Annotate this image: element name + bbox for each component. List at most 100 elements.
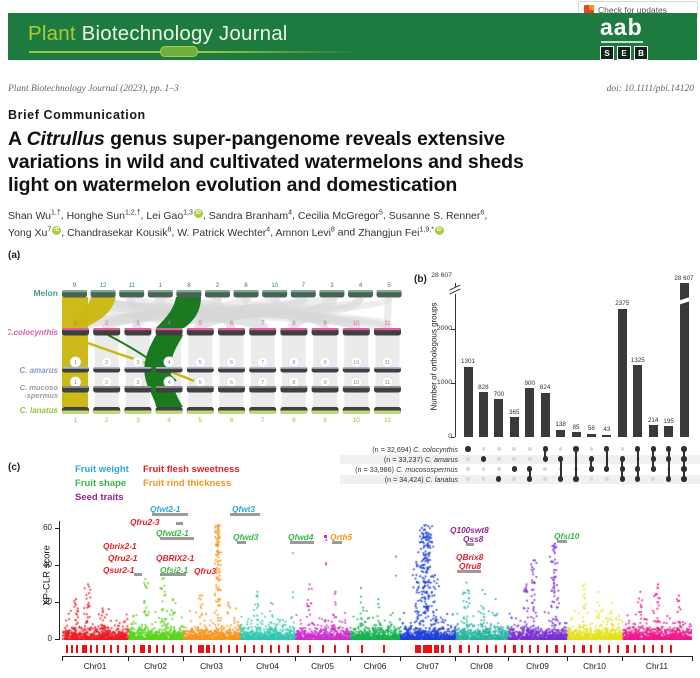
selective-sweep-tick: [117, 645, 119, 653]
upset-y-axis-label: Number of orthologous groups: [429, 302, 439, 411]
chromosome-block-stripe: [186, 367, 214, 369]
selective-sweep-tick: [140, 645, 145, 653]
chromosome-circle-number: 4: [168, 380, 171, 386]
manhattan-x-axis: [62, 656, 692, 658]
melon-chrom-number: 2: [216, 283, 220, 289]
panel-b-label: (b): [414, 274, 427, 285]
check-for-updates-label: Check for updates: [598, 5, 667, 15]
colocynthis-chrom-number: 8: [292, 321, 296, 327]
chromosome-block-stripe: [311, 410, 339, 414]
journal-title: Plant Biotechnology Journal: [28, 22, 288, 46]
chromosome-block-stripe: [186, 386, 214, 388]
aab-logo: aab: [600, 14, 643, 40]
upset-set-label: (n = 34,424) C. lanatus: [384, 474, 458, 484]
seb-letter-s: S: [600, 46, 614, 60]
matrix-dot-off: [527, 447, 532, 451]
selective-sweep-tick: [163, 645, 165, 653]
qtl-label: Qrth5: [330, 532, 353, 542]
qtl-label: Qfwd2-1: [156, 528, 189, 538]
chromosome-block-stripe: [218, 328, 245, 331]
selective-sweep-tick: [181, 645, 183, 653]
legend-item: Fruit weight: [75, 464, 129, 475]
synteny-ribbon: [289, 296, 364, 330]
matrix-dot-off: [512, 477, 517, 481]
chromosome-block-stripe: [374, 410, 401, 414]
matrix-dot-on: [527, 466, 533, 472]
chromosome-block-stripe: [124, 367, 152, 369]
qtl-underline: [237, 541, 246, 544]
melon-chrom-number: 9: [73, 283, 77, 289]
selective-sweep-tick: [71, 645, 73, 653]
chromosome-block-stripe: [93, 367, 121, 369]
upset-bar: [463, 366, 473, 437]
chromosome-block-stripe: [186, 410, 214, 414]
legend-item: Fruit shape: [75, 478, 127, 489]
journal-title-part1: Plant: [28, 22, 76, 45]
qtl-label: Qfsi2-1: [160, 565, 189, 575]
orcid-icon[interactable]: iD: [193, 209, 203, 218]
article-section: Brief Communication: [8, 108, 146, 122]
selective-sweep-tick: [347, 645, 349, 653]
synteny-ribbon: [101, 295, 222, 331]
upset-axis-top-label: 28 607: [431, 272, 452, 279]
matrix-dot-on: [511, 466, 517, 472]
legend-item: Seed traits: [75, 492, 124, 503]
chromosome-block-stripe: [311, 386, 339, 388]
orcid-icon[interactable]: iD: [52, 226, 62, 235]
selective-sweep-tick: [236, 645, 238, 653]
manhattan-x-tick: [400, 656, 402, 661]
qtl-label: Qfru3: [194, 566, 217, 576]
upset-bar: [478, 392, 488, 437]
citation-doi: doi: 10.1111/pbi.14120: [606, 84, 694, 94]
matrix-dot-on: [588, 456, 595, 462]
author: Sandra Branham4: [208, 209, 293, 222]
selective-sweep-tick: [213, 645, 215, 653]
upset-y-axis: [455, 283, 456, 437]
author: Amnon Levi8: [275, 226, 335, 239]
seb-letter-e: E: [617, 46, 631, 60]
melon-chrom-number: 5: [387, 283, 391, 289]
selective-sweep-tick: [652, 645, 654, 653]
chromosome-block-stripe: [93, 410, 121, 414]
orcid-icon[interactable]: iD: [434, 226, 444, 235]
species-label: C. amarus: [19, 366, 58, 375]
manhattan-y-tick-label: 0: [47, 634, 52, 643]
chromosome-block-stripe: [280, 386, 308, 388]
selective-sweep-tick: [82, 645, 87, 653]
manhattan-y-tick: [55, 602, 60, 603]
author: Lei Gao1,3: [146, 209, 193, 222]
chromosome-circle-number: 11: [385, 360, 391, 366]
upset-bar-value: 1325: [630, 356, 645, 364]
chromosome-label: Chr01: [83, 661, 107, 671]
journal-banner: Plant Biotechnology Journal aab S E B: [8, 13, 697, 64]
author: Honghe Sun1,2,†: [66, 209, 141, 222]
chromosome-circle-number: 1: [74, 380, 77, 386]
chromosome-block-stripe: [249, 386, 277, 388]
qtl-label: QBRIX2-1: [156, 553, 195, 563]
chromosome-block-stripe: [218, 367, 245, 369]
legend-item: Fruit rind thickness: [143, 478, 232, 489]
upset-bar-value: 214: [647, 416, 659, 424]
matrix-dot-off: [543, 467, 547, 471]
synteny-ribbon: [383, 297, 393, 329]
author-line: Shan Wu1,†, Honghe Sun1,2,†, Lei Gao1,3 i…: [8, 209, 488, 222]
matrix-connector: [590, 459, 593, 469]
chromosome-label: Chr10: [583, 661, 606, 671]
upset-bar-value: 85: [572, 423, 580, 431]
manhattan-x-tick: [508, 656, 510, 661]
matrix-dot-on: [573, 446, 579, 452]
matrix-dot-off: [620, 447, 625, 451]
chromosome-block-stripe: [147, 290, 173, 293]
chromosome-block-stripe: [342, 367, 370, 369]
upset-bar-value: 28 607: [674, 274, 694, 282]
upset-y-tick: [451, 329, 455, 330]
highlight-strand-green: [107, 334, 177, 382]
upset-y-tick-label: 1000: [436, 379, 452, 386]
colocynthis-chrom-number: 6: [230, 321, 234, 327]
upset-bar-value: 43: [603, 426, 611, 434]
matrix-row-stripe: [340, 454, 700, 464]
upset-bar: [617, 308, 627, 437]
selective-sweep-tick: [634, 645, 636, 653]
manhattan-y-tick-label: 40: [43, 560, 52, 569]
chromosome-circle-number: 5: [199, 380, 202, 386]
